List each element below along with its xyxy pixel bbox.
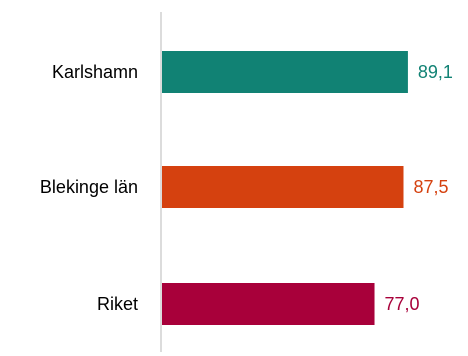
category-label: Blekinge län [40,177,138,197]
value-label: 87,5 [414,177,449,197]
bar [162,283,375,325]
category-label: Riket [97,294,138,314]
bar [162,166,404,208]
bar [162,51,408,93]
category-label: Karlshamn [52,62,138,82]
value-label: 89,1 [418,62,453,82]
value-label: 77,0 [385,294,420,314]
